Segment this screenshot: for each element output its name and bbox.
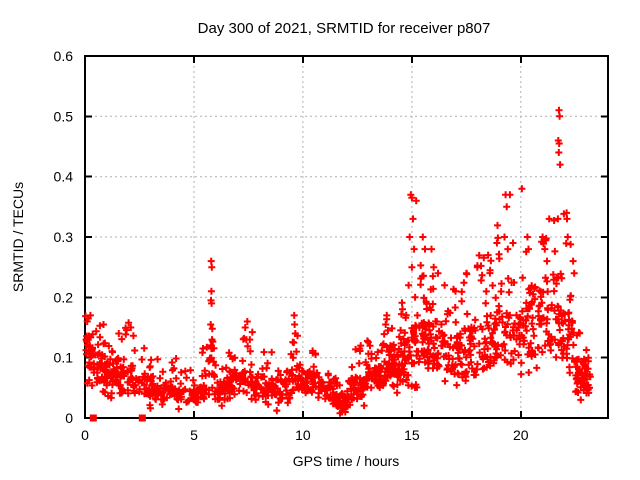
- y-tick-label: 0.1: [54, 350, 74, 366]
- y-tick-label: 0.3: [54, 229, 74, 245]
- y-tick-label: 0: [65, 410, 73, 426]
- chart-title: Day 300 of 2021, SRMTID for receiver p80…: [198, 20, 491, 37]
- x-axis-label: GPS time / hours: [293, 453, 400, 469]
- x-tick-label: 20: [513, 427, 529, 443]
- srmtid-plus-markers: [82, 106, 594, 417]
- y-tick-label: 0.6: [54, 48, 74, 64]
- y-tick-label: 0.5: [54, 108, 74, 124]
- zero-marker-square: [138, 414, 146, 422]
- x-tick-label: 0: [81, 427, 89, 443]
- gridlines: [85, 56, 608, 418]
- x-tick-label: 15: [404, 427, 420, 443]
- x-tick-label: 10: [295, 427, 311, 443]
- zero-marker-square: [89, 414, 97, 422]
- x-tick-label: 5: [190, 427, 198, 443]
- y-tick-label: 0.4: [54, 169, 74, 185]
- axis-tick-labels: 0 5 10 15 20 0 0.1 0.2 0.3 0.4 0.5 0.6: [54, 48, 529, 443]
- y-axis-label: SRMTID / TECUs: [10, 182, 26, 292]
- axis-ticks: [84, 55, 608, 419]
- y-tick-label: 0.2: [54, 289, 74, 305]
- data-points: [82, 106, 594, 422]
